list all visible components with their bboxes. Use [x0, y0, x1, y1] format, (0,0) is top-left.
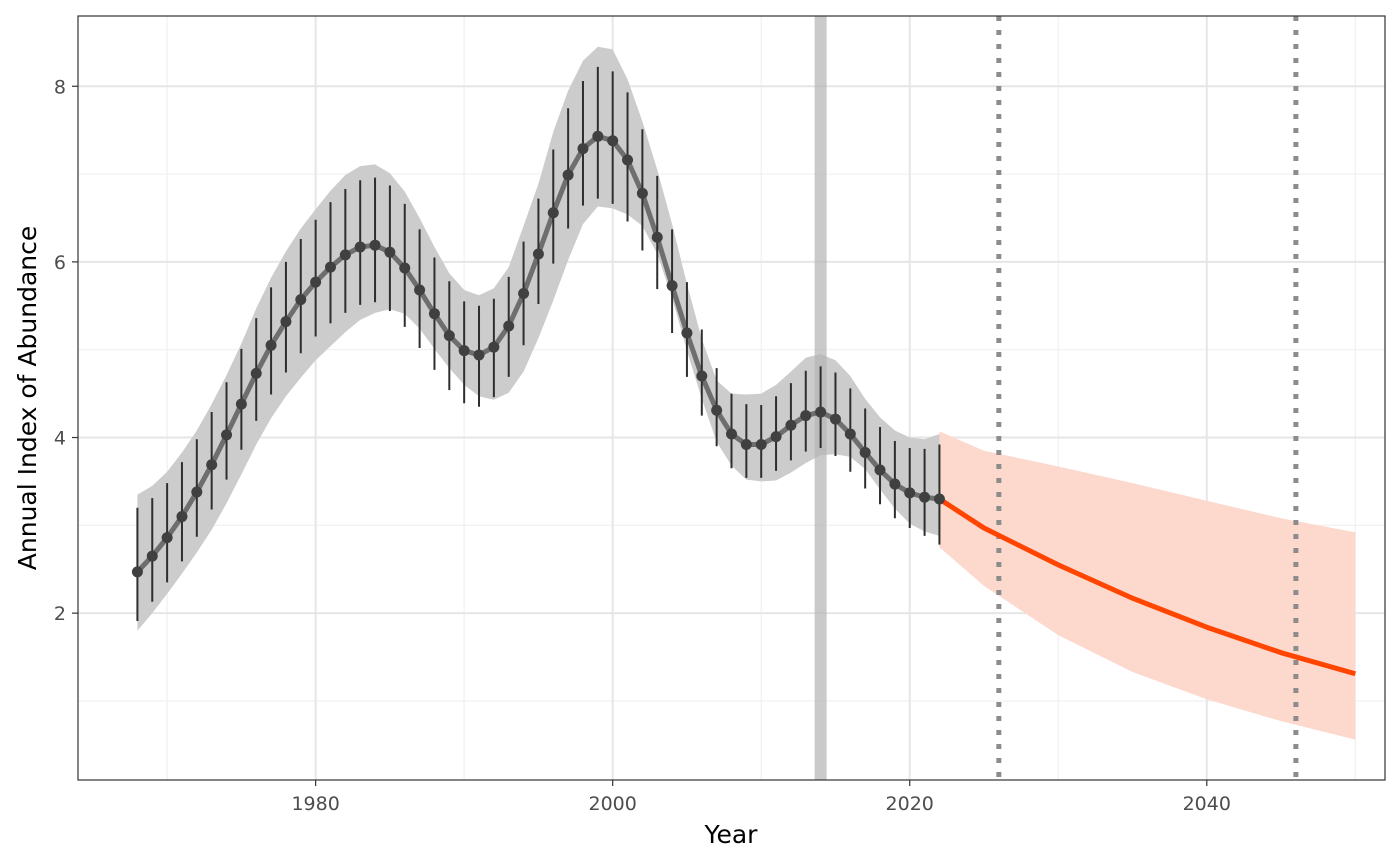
data-point	[354, 241, 366, 253]
data-point	[414, 284, 426, 296]
x-tick-label: 2000	[589, 793, 637, 815]
data-point	[295, 294, 307, 306]
data-point	[339, 249, 351, 261]
data-point	[711, 404, 723, 416]
x-tick-label: 2020	[886, 793, 934, 815]
data-point	[681, 327, 693, 339]
y-tick-label: 8	[54, 76, 66, 98]
data-point	[666, 280, 678, 292]
x-axis-ticks: 1980 2000 2020 2040	[291, 780, 1231, 815]
data-point	[844, 428, 856, 440]
data-point	[740, 439, 752, 451]
y-axis-ticks: 2 4 6 8	[54, 76, 78, 625]
data-point	[473, 349, 485, 361]
data-point	[369, 239, 381, 251]
data-point	[636, 187, 648, 199]
data-point	[265, 339, 277, 351]
x-tick-label: 2040	[1183, 793, 1231, 815]
data-point	[815, 406, 827, 418]
data-point	[488, 341, 500, 353]
data-point	[547, 207, 559, 219]
data-point	[324, 261, 336, 273]
data-point	[889, 478, 901, 490]
data-point	[755, 439, 767, 451]
data-points	[131, 130, 945, 578]
data-point	[800, 410, 812, 422]
data-point	[250, 367, 262, 379]
data-point	[399, 262, 411, 274]
data-point	[607, 135, 619, 147]
data-point	[770, 431, 782, 443]
data-point	[696, 370, 708, 382]
data-point	[458, 345, 470, 357]
panel-border	[77, 15, 1386, 781]
data-point	[726, 428, 737, 440]
data-point	[592, 130, 604, 142]
data-point	[785, 419, 797, 431]
data-point	[310, 276, 322, 288]
data-point	[176, 511, 188, 523]
y-tick-label: 2	[54, 603, 66, 625]
data-point	[280, 316, 292, 328]
data-point	[622, 154, 634, 166]
data-point	[221, 429, 233, 441]
projection-line	[938, 496, 1356, 677]
data-point	[131, 566, 143, 578]
data-point	[532, 248, 544, 260]
data-point	[904, 487, 916, 499]
data-point	[384, 246, 396, 258]
x-tick-label: 1980	[291, 793, 339, 815]
data-point	[562, 169, 574, 181]
data-point	[206, 459, 218, 471]
data-point	[859, 446, 871, 458]
data-point	[651, 231, 663, 243]
y-tick-label: 4	[54, 428, 66, 450]
data-point	[503, 320, 515, 332]
data-point	[829, 413, 841, 425]
data-point	[428, 308, 440, 320]
data-point	[518, 287, 530, 299]
data-point	[919, 491, 931, 503]
data-point	[933, 493, 945, 505]
data-point	[235, 398, 247, 410]
data-point	[161, 532, 173, 544]
data-point	[577, 143, 589, 155]
projection-ribbon	[939, 431, 1356, 740]
y-axis-title: Annual Index of Abundance	[13, 226, 42, 570]
data-point	[191, 486, 203, 498]
y-tick-label: 6	[54, 252, 66, 274]
fit-ribbon	[137, 46, 940, 631]
x-axis-title: Year	[704, 820, 759, 849]
data-point	[146, 550, 158, 562]
uncertainty-ribbons	[137, 46, 1356, 740]
data-point	[874, 464, 886, 476]
data-point	[443, 330, 455, 342]
